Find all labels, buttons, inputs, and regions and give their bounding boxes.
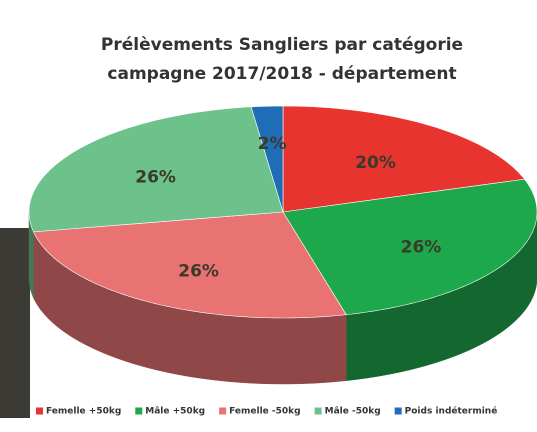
page: Prélèvements Sangliers par catégorie cam… — [0, 0, 537, 432]
legend-swatch — [219, 408, 226, 415]
data-label: 20% — [355, 153, 396, 173]
chart: Prélèvements Sangliers par catégorie cam… — [0, 0, 537, 432]
legend-label: Mâle +50kg — [145, 407, 205, 417]
data-label: 2% — [258, 134, 287, 154]
legend-swatch — [395, 408, 402, 415]
legend-label: Mâle -50kg — [325, 407, 381, 417]
legend-label: Poids indéterminé — [405, 406, 498, 417]
legend-swatch — [135, 408, 142, 415]
legend-label: Femelle +50kg — [46, 407, 121, 417]
legend-label: Femelle -50kg — [229, 407, 300, 417]
legend-swatch — [36, 408, 43, 415]
data-label: 26% — [401, 238, 442, 258]
data-label: 26% — [135, 167, 176, 187]
photo-edge — [0, 228, 30, 418]
legend-swatch — [315, 408, 322, 415]
chart-title: Prélèvements Sangliers par catégorie — [101, 35, 463, 55]
chart-subtitle: campagne 2017/2018 - département — [107, 64, 456, 84]
data-label: 26% — [178, 261, 219, 281]
